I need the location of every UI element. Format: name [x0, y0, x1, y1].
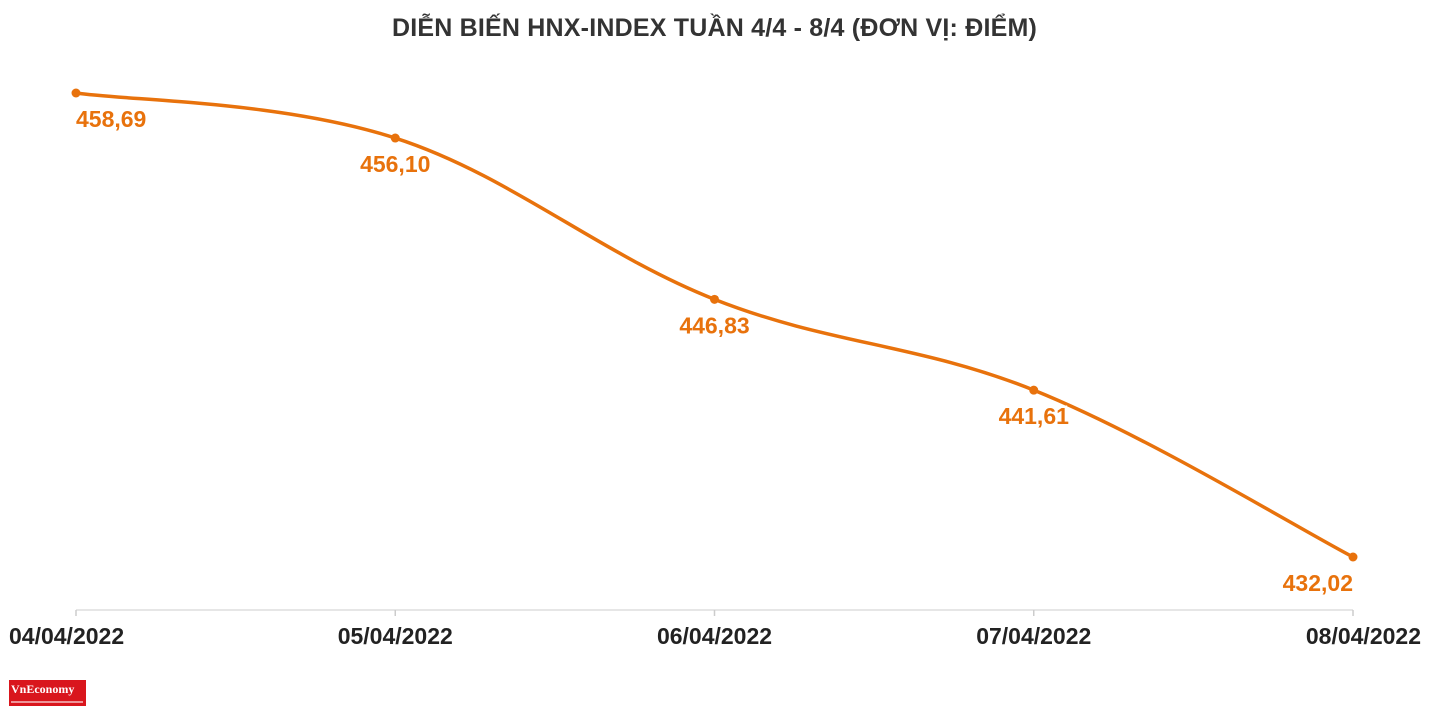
x-tick-label: 05/04/2022: [338, 623, 453, 649]
logo-tagline-bar: [11, 701, 83, 703]
data-labels: 458,69 456,10 446,83 441,61 432,02: [74, 104, 1356, 599]
data-point: [710, 294, 719, 304]
x-tick-label: 06/04/2022: [657, 623, 772, 649]
logo-text: VnEconomy: [11, 682, 75, 696]
data-point: [390, 133, 400, 143]
chart-title: DIỄN BIẾN HNX-INDEX TUẦN 4/4 - 8/4 (ĐƠN …: [391, 14, 1038, 42]
data-point: [1029, 385, 1039, 395]
data-points: [71, 88, 1358, 562]
x-axis-ticks: 04/04/2022 05/04/2022 06/04/2022 07/04/2022…: [9, 610, 1421, 649]
data-label: 441,61: [999, 403, 1070, 429]
x-tick-label: 08/04/2022: [1306, 623, 1421, 649]
data-label: 456,10: [360, 151, 430, 177]
data-point: [71, 88, 81, 98]
x-tick-label: 07/04/2022: [976, 623, 1091, 649]
data-label: 446,83: [679, 312, 749, 338]
data-label: 432,02: [1283, 570, 1353, 596]
vneconomy-logo: VnEconomy: [9, 680, 86, 706]
x-tick-label: 04/04/2022: [9, 623, 124, 649]
data-label: 458,69: [76, 106, 146, 132]
data-point: [1348, 552, 1358, 562]
